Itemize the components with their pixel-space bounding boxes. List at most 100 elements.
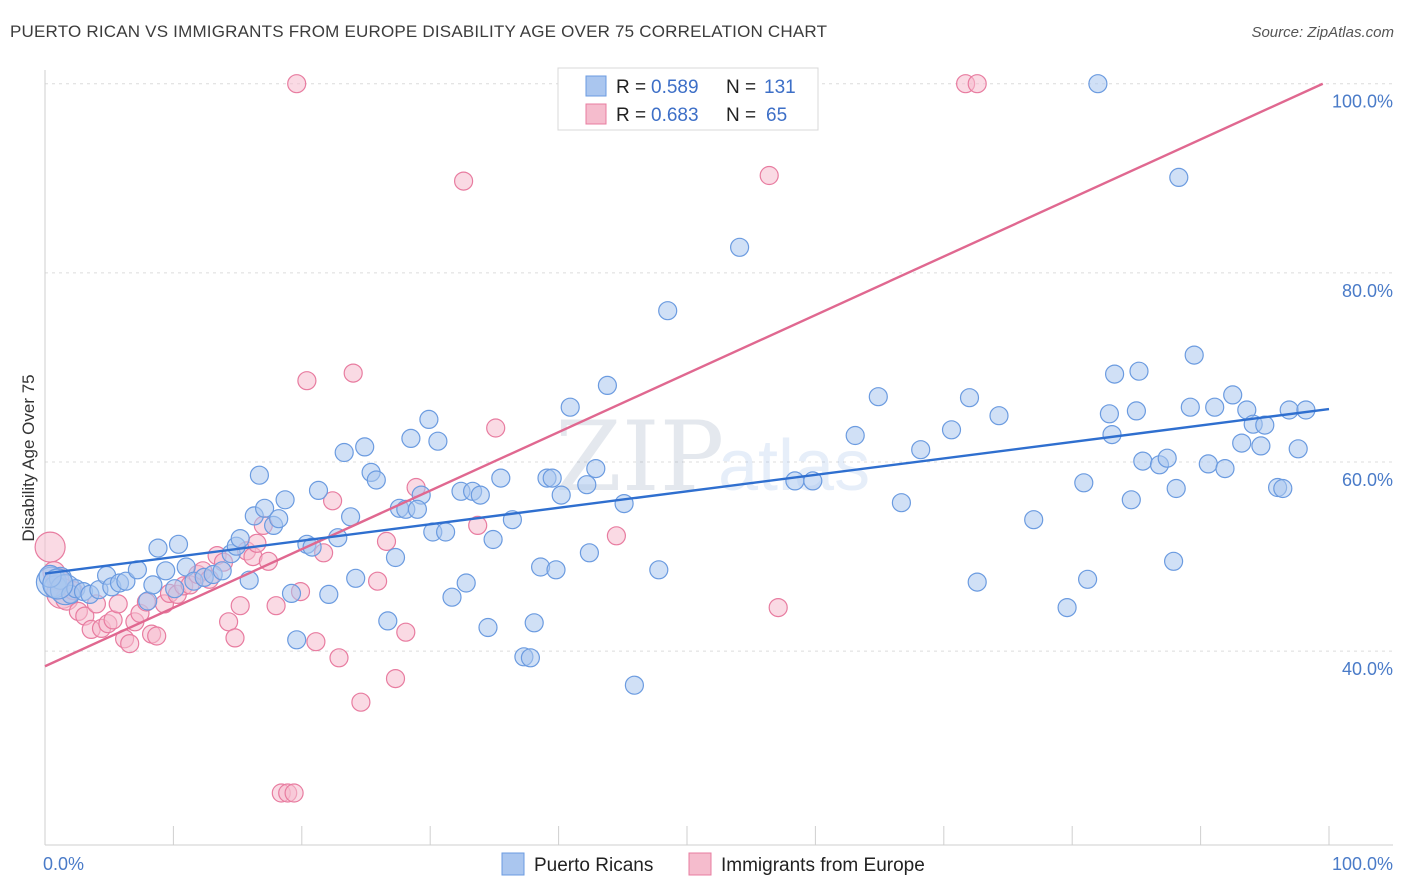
puerto-ricans-point-65 — [491, 468, 511, 488]
immigrants-from-europe-point-31 — [219, 612, 239, 632]
puerto-ricans-point-96 — [1057, 597, 1077, 618]
puerto-ricans-point-40 — [319, 584, 339, 605]
legend-n-label-1: N = — [726, 77, 756, 98]
puerto-ricans-point-117 — [1232, 433, 1252, 453]
puerto-ricans-point-15 — [143, 575, 163, 595]
puerto-ricans-point-30 — [249, 465, 269, 485]
immigrants-from-europe-point-45 — [306, 632, 326, 652]
puerto-ricans-point-14 — [138, 591, 158, 611]
puerto-ricans-point-104 — [1129, 361, 1149, 381]
puerto-ricans-point-112 — [1184, 345, 1204, 365]
x-tick-label-0: 0.0% — [43, 854, 84, 874]
grid-lines — [45, 83, 1393, 652]
puerto-ricans-point-72 — [542, 468, 562, 488]
puerto-ricans-point-77 — [579, 543, 600, 563]
puerto-ricans-point-73 — [546, 560, 566, 580]
y-tick-label-1: 60.0% — [1342, 470, 1393, 490]
puerto-ricans-point-108 — [1163, 551, 1184, 571]
puerto-ricans-point-47 — [366, 470, 386, 490]
legend-n-label-2: N = — [726, 105, 756, 126]
chart-title: PUERTO RICAN VS IMMIGRANTS FROM EUROPE D… — [10, 22, 828, 41]
immigrants-from-europe-point-48 — [329, 648, 349, 668]
x-tick-marks — [44, 826, 1330, 845]
puerto-ricans-point-89 — [891, 493, 912, 513]
puerto-ricans-point-19 — [168, 534, 189, 554]
immigrants-from-europe-point-33 — [230, 596, 250, 616]
puerto-ricans-point-120 — [1251, 436, 1271, 456]
legend-n-value-2: 65 — [766, 105, 787, 126]
y-tick-labels: 40.0% 60.0% 80.0% 100.0% — [1332, 92, 1393, 679]
chart-source: Source: ZipAtlas.com — [1251, 24, 1394, 41]
immigrants-from-europe-point-60 — [759, 165, 779, 186]
legend-swatch-pink — [585, 103, 607, 125]
puerto-ricans-point-129 — [42, 568, 74, 600]
puerto-ricans-point-60 — [456, 573, 476, 593]
immigrants-from-europe-point-53 — [385, 668, 406, 689]
puerto-ricans-point-94 — [989, 406, 1009, 426]
immigrants-from-europe-point-12 — [103, 610, 123, 630]
y-tick-label-2: 80.0% — [1342, 281, 1393, 301]
puerto-ricans-point-33 — [269, 509, 289, 529]
puerto-ricans-point-18 — [165, 579, 185, 599]
puerto-ricans-point-39 — [308, 480, 329, 500]
immigrants-from-europe-point-32 — [225, 628, 245, 648]
puerto-ricans-point-24 — [212, 561, 232, 581]
immigrants-from-europe-point-49 — [343, 363, 363, 383]
immigrants-from-europe-point-62 — [287, 74, 307, 94]
puerto-ricans-point-56 — [428, 431, 448, 451]
trendline-immigrants-from-europe — [44, 82, 1324, 668]
bottom-legend-label-puerto-ricans: Puerto Ricans — [534, 855, 653, 876]
puerto-ricans-point-34 — [275, 490, 295, 510]
immigrants-from-europe-point-57 — [468, 515, 488, 536]
puerto-ricans-point-114 — [1205, 397, 1225, 417]
puerto-ricans-point-92 — [959, 388, 980, 408]
puerto-ricans-point-100 — [1102, 425, 1122, 445]
puerto-ricans-point-16 — [148, 538, 168, 558]
puerto-ricans-point-130 — [407, 499, 427, 519]
bottom-legend-swatch-pink — [688, 852, 712, 876]
immigrants-from-europe-point-42 — [284, 783, 304, 803]
puerto-ricans-point-110 — [1169, 167, 1189, 187]
puerto-ricans-point-69 — [524, 613, 544, 633]
immigrants-from-europe-point-59 — [606, 526, 627, 546]
immigrants-from-europe-point-61 — [768, 597, 788, 618]
puerto-ricans-point-81 — [624, 675, 645, 695]
puerto-ricans-point-111 — [1180, 397, 1200, 417]
series-puerto-ricans — [35, 74, 1316, 695]
axes — [44, 70, 1393, 846]
puerto-ricans-point-49 — [385, 547, 406, 568]
puerto-ricans-point-64 — [483, 529, 503, 550]
y-axis-label: Disability Age Over 75 — [19, 374, 38, 541]
immigrants-from-europe-point-15 — [120, 633, 140, 654]
y-tick-label-0: 40.0% — [1342, 659, 1393, 679]
puerto-ricans-point-91 — [941, 420, 962, 440]
immigrants-from-europe-point-51 — [368, 571, 388, 591]
legend-swatch-blue — [585, 75, 607, 97]
puerto-ricans-point-125 — [1288, 439, 1308, 459]
puerto-ricans-point-44 — [346, 568, 366, 588]
bottom-legend-label-immigrants: Immigrants from Europe — [721, 855, 925, 876]
puerto-ricans-point-75 — [560, 397, 580, 417]
puerto-ricans-point-127 — [1088, 74, 1108, 94]
immigrants-from-europe-point-36 — [247, 533, 267, 553]
puerto-ricans-point-95 — [1024, 510, 1044, 530]
puerto-ricans-point-45 — [355, 437, 375, 457]
puerto-ricans-point-57 — [436, 522, 456, 542]
puerto-ricans-point-124 — [1279, 400, 1299, 420]
trendlines — [44, 82, 1330, 668]
immigrants-from-europe-point-47 — [323, 491, 343, 511]
legend-bottom: Puerto Ricans Immigrants from Europe — [501, 852, 925, 876]
puerto-ricans-point-82 — [649, 560, 669, 580]
immigrants-from-europe-point-52 — [376, 531, 397, 552]
immigrants-from-europe-point-56 — [454, 171, 474, 191]
trendline-puerto-ricans — [44, 407, 1330, 575]
puerto-ricans-point-101 — [1104, 364, 1125, 384]
x-tick-labels: 0.0% 100.0% — [43, 854, 1393, 874]
immigrants-from-europe-point-50 — [351, 692, 371, 712]
legend-r-value-2: 0.683 — [651, 105, 699, 126]
immigrants-from-europe-point-20 — [147, 626, 167, 646]
puerto-ricans-point-54 — [419, 409, 439, 429]
puerto-ricans-point-27 — [230, 528, 250, 549]
puerto-ricans-point-63 — [478, 617, 498, 638]
